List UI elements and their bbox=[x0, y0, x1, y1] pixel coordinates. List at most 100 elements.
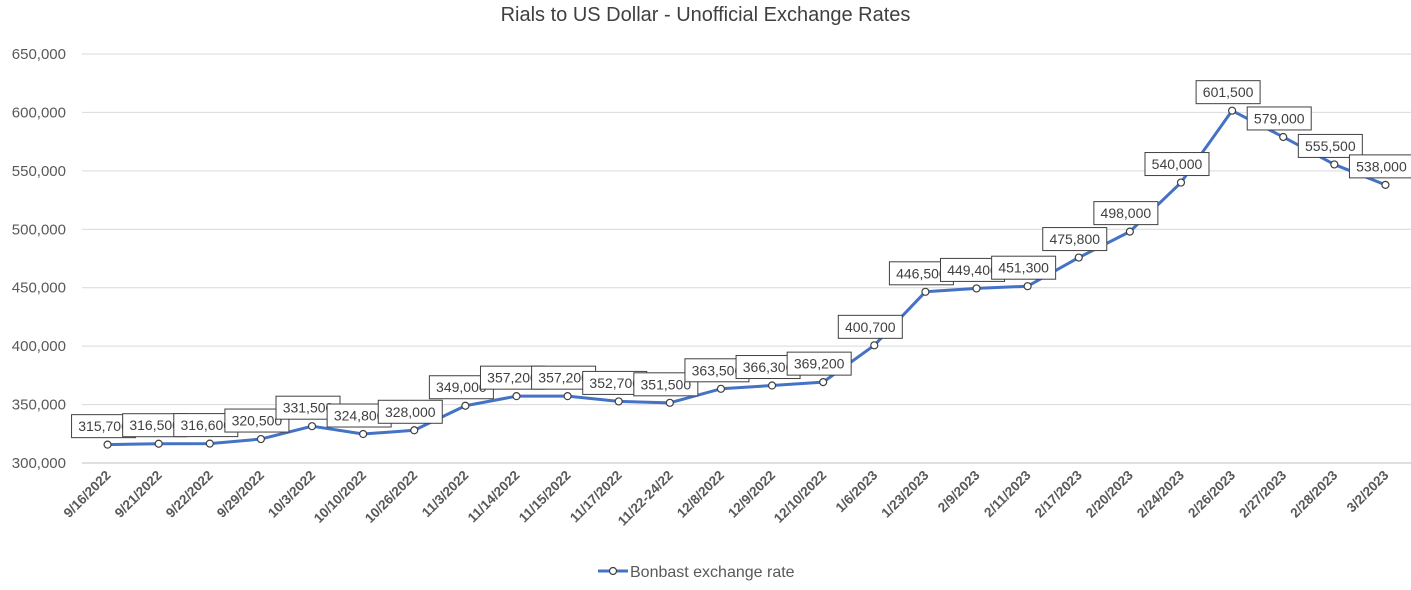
data-label: 601,500 bbox=[1195, 80, 1261, 105]
data-label-text: 369,200 bbox=[794, 356, 845, 372]
data-label-box bbox=[1093, 201, 1159, 226]
chart-title: Rials to US Dollar - Unofficial Exchange… bbox=[500, 4, 911, 26]
data-point bbox=[1125, 227, 1134, 236]
data-label-text: 316,500 bbox=[129, 417, 180, 433]
y-tick-label: 650,000 bbox=[12, 46, 66, 63]
x-tick-label: 2/20/2023 bbox=[1083, 467, 1136, 520]
data-point bbox=[767, 381, 777, 390]
data-label: 400,700 bbox=[837, 314, 903, 339]
data-label-box bbox=[1297, 133, 1363, 158]
x-tick-label: 11/22-24/22 bbox=[615, 468, 676, 529]
legend-marker bbox=[608, 566, 618, 576]
data-label: 540,000 bbox=[1144, 152, 1210, 177]
data-label-text: 498,000 bbox=[1101, 205, 1152, 221]
data-label-text: 601,500 bbox=[1203, 84, 1254, 100]
data-label-text: 475,800 bbox=[1049, 231, 1100, 247]
data-label: 316,500 bbox=[122, 413, 188, 438]
data-label: 366,300 bbox=[735, 355, 801, 380]
y-tick-label: 550,000 bbox=[12, 163, 66, 180]
data-label: 498,000 bbox=[1093, 201, 1159, 226]
data-label: 351,500 bbox=[633, 372, 699, 397]
data-label: 369,200 bbox=[786, 351, 852, 376]
x-tick-label: 2/27/2023 bbox=[1236, 467, 1289, 520]
data-label-box bbox=[1042, 227, 1108, 252]
data-label-text: 357,200 bbox=[487, 370, 538, 386]
data-label: 320,500 bbox=[224, 408, 290, 433]
data-point bbox=[512, 392, 521, 401]
x-tick-label: 3/2/2023 bbox=[1344, 467, 1392, 515]
x-tick-label: 2/24/2023 bbox=[1134, 467, 1187, 520]
data-point bbox=[665, 398, 674, 407]
data-label-text: 316,600 bbox=[180, 417, 231, 433]
data-point bbox=[921, 287, 930, 296]
data-label: 451,300 bbox=[991, 255, 1057, 280]
x-tick-label: 9/22/2022 bbox=[163, 468, 216, 521]
data-label: 331,500 bbox=[275, 395, 341, 420]
y-tick-label: 350,000 bbox=[12, 397, 66, 414]
data-point bbox=[563, 392, 572, 401]
data-label-box bbox=[633, 372, 699, 397]
data-point bbox=[1381, 180, 1390, 189]
data-label-box bbox=[991, 255, 1057, 280]
data-label-text: 328,000 bbox=[385, 404, 436, 420]
data-label-box bbox=[1144, 152, 1210, 177]
data-label-box bbox=[1195, 80, 1261, 105]
legend-label: Bonbast exchange rate bbox=[630, 564, 795, 581]
x-tick-label: 1/6/2023 bbox=[833, 467, 881, 515]
data-label: 446,500 bbox=[888, 261, 954, 286]
x-tick-label: 11/14/2022 bbox=[465, 468, 523, 526]
data-label: 328,000 bbox=[377, 399, 443, 424]
data-label-box bbox=[377, 399, 443, 424]
data-point bbox=[359, 429, 368, 439]
data-label-box bbox=[1246, 106, 1312, 131]
data-label: 449,400 bbox=[940, 257, 1006, 282]
data-label-box bbox=[224, 408, 290, 433]
data-point bbox=[103, 440, 112, 449]
data-label-text: 315,700 bbox=[78, 418, 129, 434]
data-point bbox=[205, 439, 214, 448]
data-label-text: 540,000 bbox=[1152, 156, 1203, 172]
data-label-text: 538,000 bbox=[1356, 158, 1407, 174]
y-tick-label: 600,000 bbox=[12, 104, 66, 121]
data-label-text: 351,500 bbox=[641, 376, 692, 392]
data-point bbox=[154, 439, 163, 448]
data-point bbox=[1330, 160, 1339, 169]
data-label-text: 400,700 bbox=[845, 319, 896, 335]
data-point bbox=[410, 426, 419, 435]
x-tick-label: 10/26/2022 bbox=[362, 468, 420, 526]
data-point bbox=[1279, 132, 1288, 142]
data-label-text: 446,500 bbox=[896, 265, 947, 281]
data-point bbox=[1227, 106, 1237, 115]
data-label: 315,700 bbox=[71, 414, 137, 439]
data-label-text: 349,000 bbox=[436, 379, 487, 395]
data-point bbox=[870, 341, 879, 350]
data-label: 316,600 bbox=[173, 413, 239, 438]
data-label-text: 320,500 bbox=[232, 413, 283, 429]
x-tick-label: 11/15/2022 bbox=[516, 468, 574, 526]
data-label: 538,000 bbox=[1348, 154, 1411, 179]
data-label-text: 579,000 bbox=[1254, 110, 1305, 126]
data-label: 357,200 bbox=[479, 365, 545, 390]
data-point bbox=[614, 397, 623, 406]
x-tick-label: 2/11/2023 bbox=[981, 467, 1034, 520]
data-label: 475,800 bbox=[1042, 227, 1108, 252]
x-tick-label: 10/10/2022 bbox=[311, 468, 369, 526]
data-point bbox=[716, 384, 726, 393]
data-label-text: 357,200 bbox=[538, 370, 589, 386]
data-label-text: 331,500 bbox=[283, 400, 334, 416]
data-label-box bbox=[1348, 154, 1411, 179]
data-label: 352,700 bbox=[582, 370, 648, 395]
x-tick-label: 9/21/2022 bbox=[112, 468, 165, 521]
data-label-text: 451,300 bbox=[998, 260, 1049, 276]
y-tick-label: 300,000 bbox=[12, 455, 66, 472]
x-tick-label: 11/3/2022 bbox=[419, 468, 472, 521]
y-tick-label: 500,000 bbox=[12, 221, 66, 238]
y-gridlines bbox=[82, 53, 1411, 464]
x-tick-label: 12/8/2022 bbox=[674, 468, 727, 521]
data-label-box bbox=[837, 314, 903, 339]
x-tick-label: 10/3/2022 bbox=[265, 468, 318, 521]
y-tick-label: 400,000 bbox=[12, 338, 66, 355]
x-tick-label: 12/10/2022 bbox=[771, 468, 829, 526]
x-tick-label: 1/23/2023 bbox=[878, 467, 931, 520]
